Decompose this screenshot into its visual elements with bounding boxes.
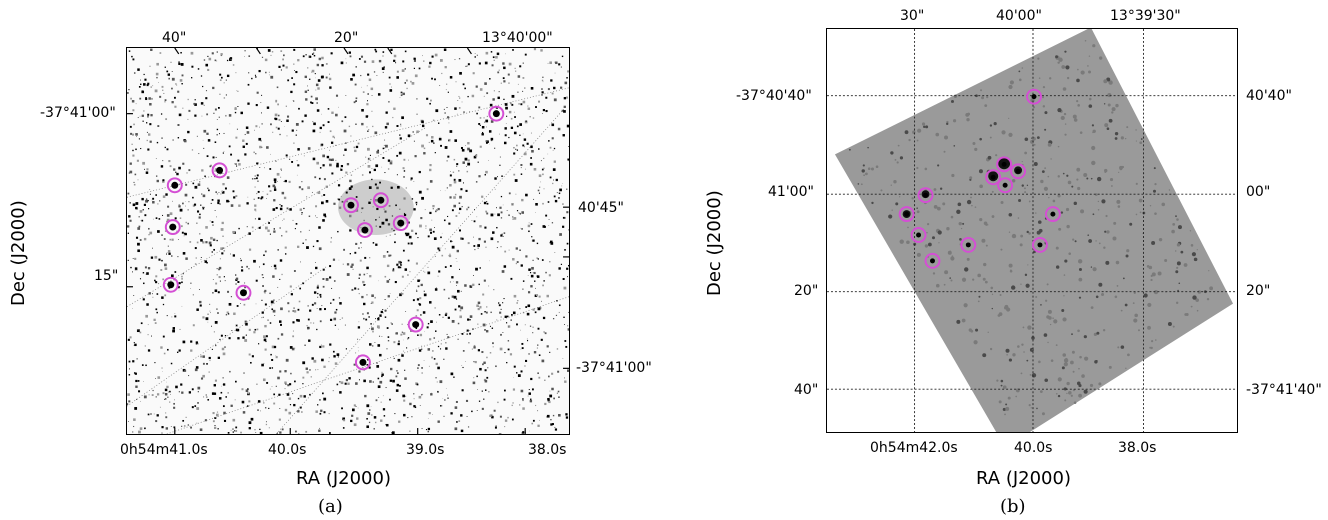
source-marker-a-8 [356,222,373,239]
top-tick-b-1: 40'00" [996,8,1042,24]
source-marker-b-7 [910,227,927,243]
right-tick-a-1: -37°41'00" [576,360,652,376]
source-marker-b-1 [996,156,1013,173]
left-tick-b-3: 40" [794,382,819,398]
panel-a: 40" 20" 13°40'00" -37°41'00" 15" 40'45" … [8,30,652,517]
image-b-plot-area [826,28,1238,433]
streaks-a [127,87,569,434]
source-marker-a-3 [164,219,181,236]
source-marker-a-4 [162,276,179,293]
right-tick-b-1: 00" [1246,184,1271,200]
source-marker-a-2 [211,162,228,179]
left-tick-b-0: -37°40'40" [736,88,812,104]
source-marker-a-0 [488,105,505,122]
bottom-tick-b-0: 0h54m42.0s [870,440,958,456]
source-marker-a-7 [372,192,389,209]
image-a-plot-area [126,47,570,435]
left-tick-b-1: 41'00" [768,184,814,200]
frame-ticks-a [127,48,569,434]
right-tick-b-2: 20" [1246,283,1271,299]
source-marker-a-11 [354,354,371,371]
x-axis-label-b: RA (J2000) [976,468,1071,489]
right-tick-a-0: 40'45" [578,200,624,216]
image-b-starfield [827,29,1237,432]
bottom-tick-a-3: 38.0s [528,442,567,458]
bottom-tick-a-2: 39.0s [406,442,445,458]
source-marker-b-2 [985,169,1002,186]
right-tick-b-0: 40'40" [1246,88,1292,104]
bottom-tick-b-2: 38.0s [1118,440,1157,456]
top-tick-a-0: 40" [162,30,187,46]
source-marker-b-0 [1026,88,1042,105]
source-marker-a-9 [392,215,409,232]
source-marker-b-6 [898,206,915,223]
bottom-tick-b-1: 40.0s [1014,440,1053,456]
panel-b: 30" 40'00" 13°39'30" -37°40'40" 41'00" 2… [664,0,1328,520]
image-b-field [834,29,1234,432]
source-marker-b-3 [1010,163,1027,180]
source-marker-a-5 [235,284,252,301]
top-tick-a-1: 20" [334,30,359,46]
source-marker-a-6 [343,197,359,214]
source-marker-b-11 [1032,236,1048,253]
noise-layer-a [127,48,569,434]
image-a-starfield [127,48,569,434]
noise-layer-b [848,39,1214,416]
caption-a: (a) [318,496,343,517]
right-tick-b-3: -37°41'40" [1246,382,1322,398]
left-tick-a-0: -37°41'00" [40,105,116,121]
source-marker-b-4 [997,177,1014,194]
source-marker-b-9 [960,236,977,253]
caption-b: (b) [1000,496,1026,517]
source-marker-a-10 [407,316,424,333]
left-tick-a-1: 15" [94,268,119,284]
bottom-tick-a-0: 0h54m41.0s [120,442,208,458]
source-marker-b-8 [924,252,941,269]
top-tick-b-0: 30" [900,8,925,24]
top-tick-b-2: 13°39'30" [1110,8,1181,24]
x-axis-label-a: RA (J2000) [296,468,391,489]
top-tick-a-2: 13°40'00" [482,30,553,46]
source-marker-b-5 [917,187,934,204]
left-tick-b-2: 20" [794,283,819,299]
source-marker-b-10 [1044,206,1061,223]
y-axis-label-b: Dec (J2000) [704,190,725,296]
y-axis-label-a: Dec (J2000) [8,200,29,306]
source-marker-a-1 [166,177,183,194]
bottom-tick-a-1: 40.0s [268,442,307,458]
